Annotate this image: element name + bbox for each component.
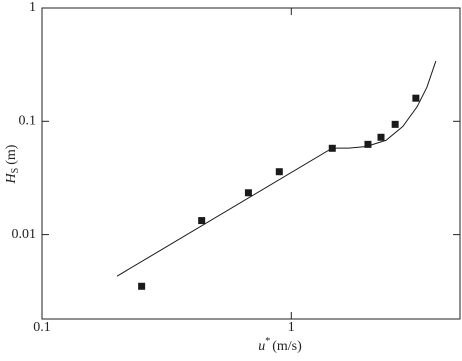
y-label-subscript: S (10, 168, 21, 174)
data-point (275, 168, 283, 176)
y-tick-label: 0.01 (12, 227, 37, 242)
data-point (391, 120, 399, 128)
y-axis-label: HS (m) (4, 144, 21, 184)
y-label-symbol: H (4, 172, 19, 184)
data-point (412, 94, 420, 102)
data-point (198, 217, 206, 225)
data-point (364, 140, 372, 148)
data-point (138, 282, 146, 290)
x-label-unit: (m/s) (272, 339, 302, 354)
y-label-unit: (m) (4, 144, 19, 165)
x-axis-label: u* (m/s) (258, 336, 302, 354)
plot-frame (41, 7, 461, 320)
y-tick-label: 1 (29, 0, 36, 15)
x-tick-label: 1 (288, 320, 295, 335)
fit-line (116, 60, 437, 277)
data-point (244, 189, 252, 197)
y-tick-label: 0.1 (19, 114, 37, 129)
data-point (377, 133, 385, 141)
x-label-symbol: u (258, 339, 265, 354)
x-tick-label: 0.1 (33, 320, 51, 335)
x-label-superscript: * (265, 336, 270, 347)
